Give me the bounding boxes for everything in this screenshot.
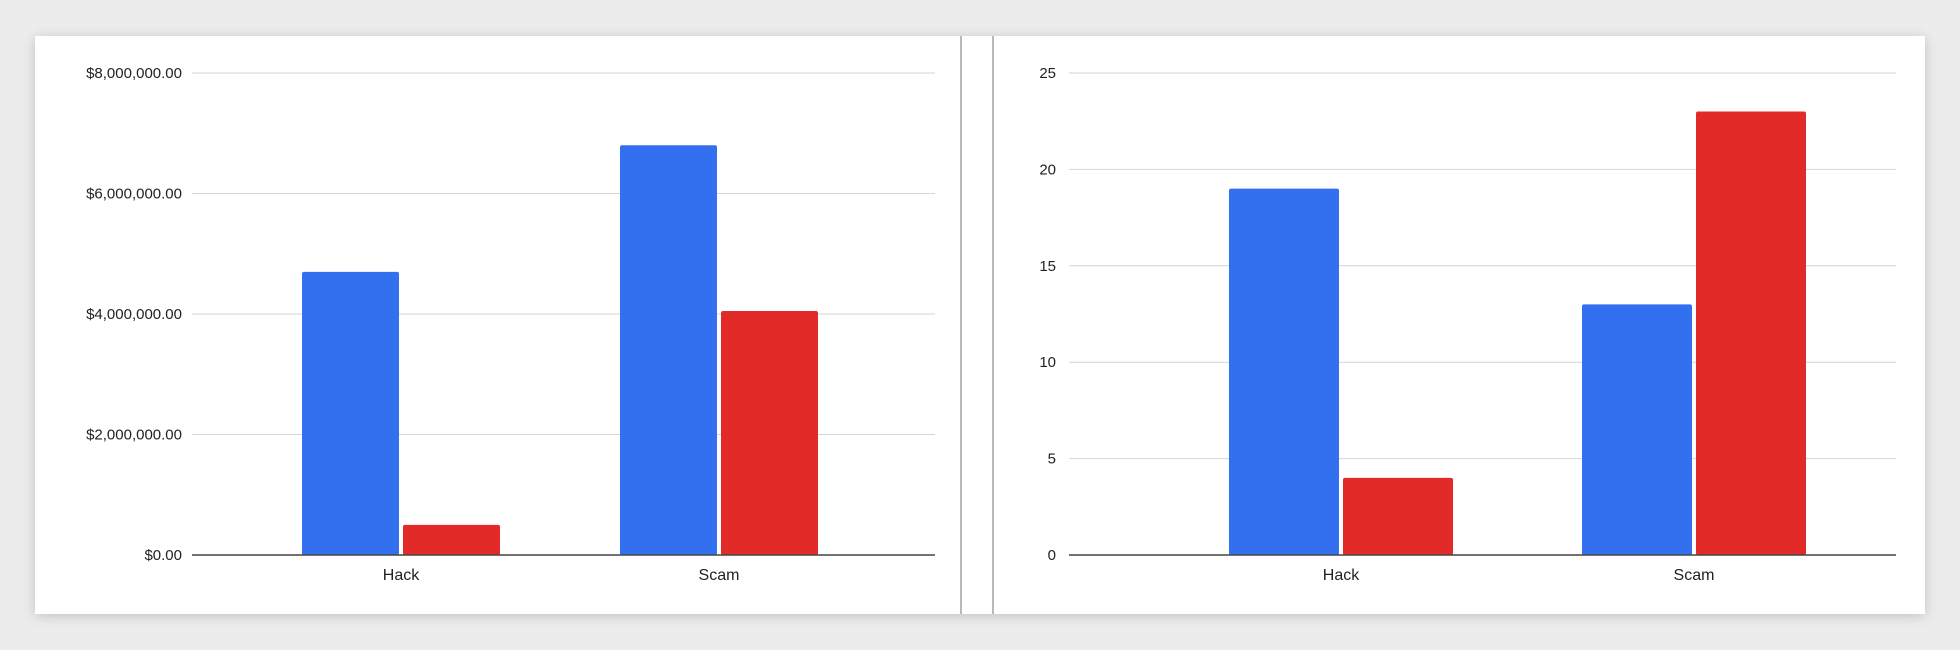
bar-hack-series-2[interactable] — [403, 524, 500, 555]
y-tick-label: $2,000,000.00 — [86, 427, 182, 444]
y-tick-label: $0.00 — [144, 547, 182, 564]
y-tick-label: $8,000,000.00 — [86, 65, 182, 82]
amount-bar-chart: $0.00 $2,000,000.00 $4,000,000.00 $6,000,00… — [86, 65, 935, 584]
y-tick-label: 10 — [1039, 354, 1056, 371]
chart-panel-count: 0 5 10 15 20 25 Hack Scam — [994, 36, 1925, 614]
bar-hack-series-1[interactable] — [302, 271, 399, 555]
y-tick-label: 5 — [1048, 451, 1056, 468]
x-category-label: Hack — [383, 567, 420, 584]
y-tick-label: 25 — [1039, 65, 1056, 82]
bar-scam-series-2[interactable] — [1696, 111, 1806, 555]
count-bar-chart: 0 5 10 15 20 25 Hack Scam — [1039, 65, 1896, 584]
bar-hack-series-2[interactable] — [1343, 477, 1453, 555]
bar-scam-series-1[interactable] — [620, 145, 717, 556]
bar-scam-series-2[interactable] — [721, 310, 818, 555]
panel-divider[interactable] — [960, 36, 994, 614]
chart-panel-amount: $0.00 $2,000,000.00 $4,000,000.00 $6,000,00… — [35, 36, 960, 614]
y-tick-label: $6,000,000.00 — [86, 186, 182, 203]
x-category-label: Hack — [1323, 567, 1360, 584]
y-tick-label: $4,000,000.00 — [86, 306, 182, 323]
y-tick-label: 0 — [1048, 547, 1056, 564]
x-category-label: Scam — [699, 567, 740, 584]
dashboard-canvas: $0.00 $2,000,000.00 $4,000,000.00 $6,000,00… — [35, 36, 1925, 614]
y-tick-label: 15 — [1039, 258, 1056, 275]
bar-scam-series-1[interactable] — [1582, 304, 1692, 555]
y-tick-label: 20 — [1039, 161, 1056, 178]
bar-hack-series-1[interactable] — [1229, 188, 1339, 555]
x-category-label: Scam — [1674, 567, 1715, 584]
